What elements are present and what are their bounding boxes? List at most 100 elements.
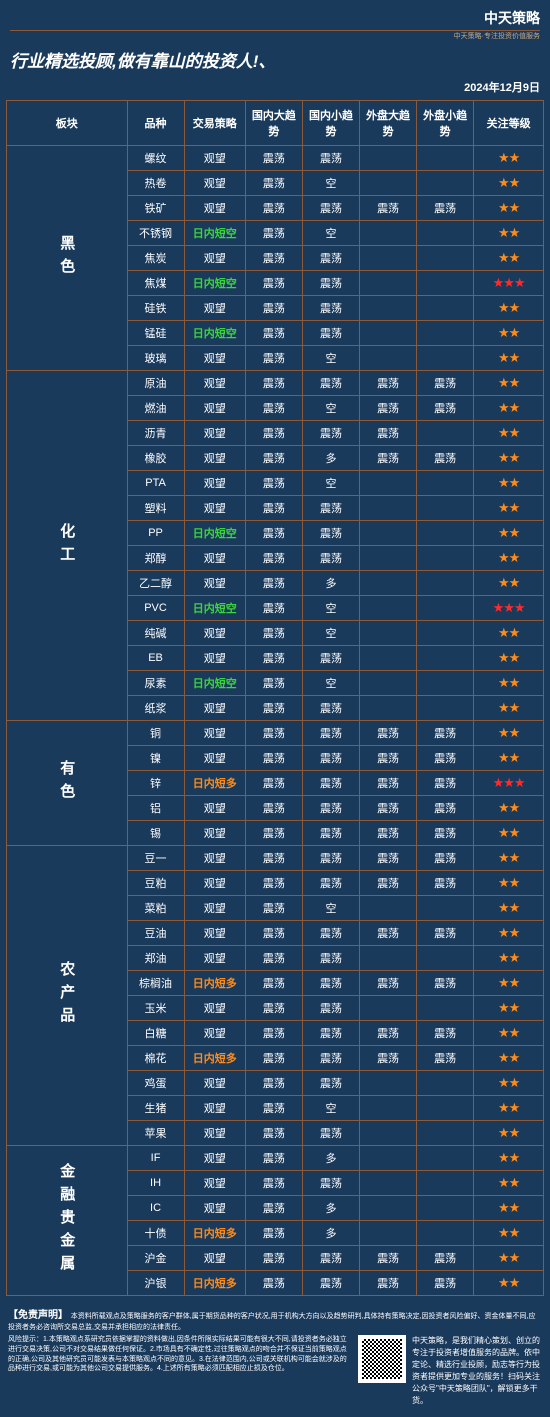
trend-cell: 震荡 <box>360 1271 417 1296</box>
trend-cell: 震荡 <box>302 771 359 796</box>
trend-cell: 震荡 <box>245 921 302 946</box>
product-cell: 锌 <box>127 771 184 796</box>
product-cell: EB <box>127 646 184 671</box>
trend-cell <box>360 571 417 596</box>
strategy-cell: 观望 <box>184 796 245 821</box>
trend-cell: 震荡 <box>302 271 359 296</box>
trend-cell <box>417 671 474 696</box>
trend-cell: 震荡 <box>245 796 302 821</box>
trend-cell: 震荡 <box>302 1171 359 1196</box>
product-cell: 原油 <box>127 371 184 396</box>
trend-cell <box>360 1121 417 1146</box>
product-cell: IC <box>127 1196 184 1221</box>
rating-cell: ★★ <box>474 1046 544 1071</box>
product-cell: 沪银 <box>127 1271 184 1296</box>
logo: 中天策略 <box>10 8 540 31</box>
trend-cell: 震荡 <box>245 1196 302 1221</box>
rating-cell: ★★ <box>474 1096 544 1121</box>
trend-cell: 震荡 <box>302 1021 359 1046</box>
trend-cell: 震荡 <box>302 1246 359 1271</box>
rating-cell: ★★ <box>474 871 544 896</box>
trend-cell: 震荡 <box>417 396 474 421</box>
trend-cell <box>360 221 417 246</box>
product-cell: 塑料 <box>127 496 184 521</box>
rating-cell: ★★ <box>474 621 544 646</box>
trend-cell: 震荡 <box>417 796 474 821</box>
risk-text: 风险提示：1.本策略观点系研究员依据掌握的资料做出,因条件所限实际结果可能有很大… <box>8 1335 352 1374</box>
trend-cell <box>417 896 474 921</box>
strategy-cell: 观望 <box>184 346 245 371</box>
rating-cell: ★★ <box>474 1196 544 1221</box>
table-row: 有色铜观望震荡震荡震荡震荡★★ <box>7 721 544 746</box>
strategy-cell: 观望 <box>184 1096 245 1121</box>
trend-cell: 震荡 <box>245 571 302 596</box>
trend-cell <box>417 696 474 721</box>
product-cell: 沪金 <box>127 1246 184 1271</box>
col-header: 国内大趋势 <box>245 101 302 146</box>
trend-cell: 震荡 <box>302 421 359 446</box>
trend-cell: 震荡 <box>245 646 302 671</box>
rating-cell: ★★ <box>474 1246 544 1271</box>
trend-cell: 震荡 <box>302 321 359 346</box>
col-header: 板块 <box>7 101 128 146</box>
rating-cell: ★★ <box>474 646 544 671</box>
trend-cell: 震荡 <box>245 371 302 396</box>
product-cell: 纯碱 <box>127 621 184 646</box>
strategy-cell: 日内短多 <box>184 1221 245 1246</box>
rating-cell: ★★ <box>474 921 544 946</box>
trend-cell: 震荡 <box>302 521 359 546</box>
strategy-cell: 日内短多 <box>184 771 245 796</box>
trend-cell: 震荡 <box>245 621 302 646</box>
rating-cell: ★★ <box>474 1171 544 1196</box>
trend-cell <box>360 346 417 371</box>
trend-cell: 震荡 <box>360 446 417 471</box>
trend-cell: 震荡 <box>302 646 359 671</box>
trend-cell <box>417 346 474 371</box>
product-cell: 白糖 <box>127 1021 184 1046</box>
product-cell: 郑醇 <box>127 546 184 571</box>
rating-cell: ★★ <box>474 1271 544 1296</box>
rating-cell: ★★ <box>474 671 544 696</box>
trend-cell <box>417 996 474 1021</box>
product-cell: 硅铁 <box>127 296 184 321</box>
col-header: 交易策略 <box>184 101 245 146</box>
strategy-cell: 观望 <box>184 871 245 896</box>
trend-cell <box>360 1071 417 1096</box>
trend-cell: 震荡 <box>302 971 359 996</box>
trend-cell: 多 <box>302 571 359 596</box>
strategy-cell: 日内短空 <box>184 671 245 696</box>
table-row: 金融贵金属IF观望震荡多★★ <box>7 1146 544 1171</box>
product-cell: 尿素 <box>127 671 184 696</box>
trend-cell <box>417 646 474 671</box>
strategy-cell: 观望 <box>184 246 245 271</box>
trend-cell <box>360 171 417 196</box>
trend-cell: 震荡 <box>302 721 359 746</box>
trend-cell: 震荡 <box>245 696 302 721</box>
rating-cell: ★★ <box>474 796 544 821</box>
rating-cell: ★★ <box>474 1121 544 1146</box>
strategy-cell: 观望 <box>184 171 245 196</box>
trend-cell: 空 <box>302 1096 359 1121</box>
strategy-cell: 观望 <box>184 846 245 871</box>
trend-cell: 空 <box>302 171 359 196</box>
product-cell: 棕榈油 <box>127 971 184 996</box>
trend-cell: 震荡 <box>245 1221 302 1246</box>
strategy-cell: 观望 <box>184 646 245 671</box>
trend-cell <box>417 221 474 246</box>
trend-cell: 震荡 <box>245 271 302 296</box>
table-header-row: 板块品种交易策略国内大趋势国内小趋势外盘大趋势外盘小趋势关注等级 <box>7 101 544 146</box>
product-cell: PTA <box>127 471 184 496</box>
footer: 【免责声明】 本资料所载观点及策略服务的客户群体,属于期货品种的客户状况,用于机… <box>0 1302 550 1417</box>
product-cell: 玻璃 <box>127 346 184 371</box>
disclaimer-inline: 本资料所载观点及策略服务的客户群体,属于期货品种的客户状况,用于机构大方向以及趋… <box>8 1313 536 1331</box>
trend-cell: 震荡 <box>417 771 474 796</box>
trend-cell: 震荡 <box>245 1096 302 1121</box>
sector-cell: 化工 <box>7 371 128 721</box>
trend-cell: 震荡 <box>245 396 302 421</box>
trend-cell: 震荡 <box>245 1021 302 1046</box>
product-cell: 纸浆 <box>127 696 184 721</box>
trend-cell: 空 <box>302 396 359 421</box>
trend-cell: 震荡 <box>245 471 302 496</box>
trend-cell: 多 <box>302 446 359 471</box>
product-cell: 生猪 <box>127 1096 184 1121</box>
